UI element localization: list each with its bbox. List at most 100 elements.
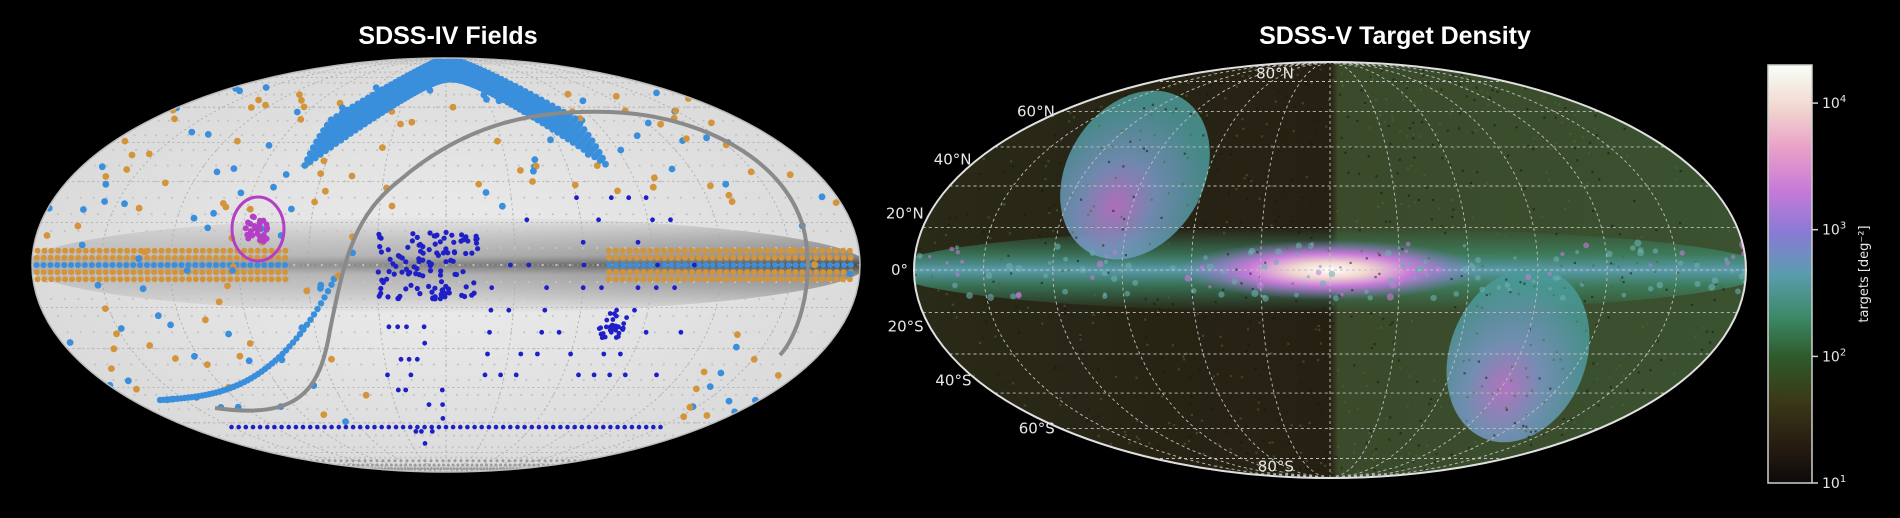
density-pixel — [1425, 186, 1428, 189]
density-pixel — [1607, 152, 1610, 155]
field-marker — [392, 331, 395, 334]
field-marker — [722, 276, 729, 283]
field-marker — [408, 372, 414, 378]
field-marker — [622, 424, 627, 430]
field-marker — [530, 456, 534, 459]
density-pixel — [1059, 138, 1062, 141]
density-pixel — [948, 216, 951, 219]
density-pixel — [1677, 271, 1680, 275]
field-marker — [66, 196, 69, 199]
field-marker — [675, 269, 682, 276]
field-marker — [546, 71, 549, 74]
field-marker — [77, 229, 80, 233]
density-pixel — [1043, 273, 1049, 279]
field-marker — [568, 351, 573, 357]
field-marker — [632, 434, 635, 437]
field-marker — [792, 314, 795, 317]
field-marker — [498, 134, 501, 137]
field-marker — [114, 246, 117, 250]
field-marker — [659, 314, 662, 317]
field-marker — [296, 91, 303, 98]
field-marker — [340, 446, 343, 449]
field-marker — [593, 434, 596, 437]
field-marker — [137, 276, 144, 283]
field-marker — [647, 254, 654, 261]
density-pixel — [1668, 242, 1671, 245]
field-marker — [771, 196, 774, 199]
field-marker — [299, 363, 302, 366]
field-marker — [320, 446, 323, 449]
field-marker — [777, 148, 780, 152]
field-marker — [661, 254, 668, 261]
field-marker — [433, 148, 436, 152]
density-pixel — [1301, 102, 1304, 105]
field-marker — [443, 246, 449, 252]
field-marker — [204, 314, 207, 317]
field-marker — [613, 408, 616, 411]
density-pixel — [952, 282, 958, 289]
field-marker — [268, 262, 275, 268]
field-marker — [118, 363, 121, 366]
field-marker — [396, 62, 399, 65]
density-pixel — [1245, 296, 1248, 299]
field-marker — [450, 456, 453, 459]
field-marker — [419, 467, 423, 471]
field-marker — [674, 148, 677, 152]
field-marker — [123, 254, 130, 261]
density-pixel — [1461, 169, 1464, 172]
field-marker — [784, 196, 787, 199]
field-marker — [543, 81, 546, 84]
density-pixel — [967, 251, 970, 254]
field-marker — [379, 278, 386, 284]
density-pixel — [1384, 249, 1392, 257]
field-marker — [626, 164, 629, 167]
field-marker — [651, 174, 658, 182]
field-marker — [601, 424, 606, 430]
field-marker — [250, 424, 256, 430]
density-pixel — [1230, 375, 1233, 378]
density-pixel — [1583, 242, 1590, 249]
field-marker — [571, 148, 574, 152]
density-pixel — [1619, 364, 1622, 367]
field-marker — [702, 276, 709, 283]
density-pixel — [1092, 205, 1095, 208]
field-marker — [692, 262, 697, 268]
field-marker — [495, 347, 498, 350]
field-marker — [191, 352, 198, 360]
field-marker — [40, 254, 47, 261]
density-pixel — [1080, 198, 1083, 201]
field-marker — [771, 276, 778, 283]
field-marker — [421, 434, 424, 437]
field-marker — [541, 393, 544, 396]
field-marker — [552, 421, 555, 424]
field-marker — [649, 393, 652, 396]
field-marker — [477, 459, 481, 463]
density-pixel — [1386, 293, 1394, 301]
density-pixel — [1401, 248, 1404, 251]
field-marker — [819, 276, 826, 283]
field-marker — [524, 119, 527, 122]
density-pixel — [1216, 373, 1219, 376]
density-pixel — [1182, 183, 1185, 186]
field-marker — [392, 196, 395, 199]
field-marker — [139, 285, 147, 293]
field-marker — [826, 254, 833, 261]
density-pixel — [1273, 259, 1279, 265]
density-pixel — [965, 213, 968, 216]
field-marker — [621, 81, 625, 84]
field-marker — [218, 434, 221, 437]
field-marker — [288, 331, 291, 334]
field-marker — [556, 81, 559, 84]
field-marker — [296, 408, 299, 411]
density-pixel — [1637, 249, 1645, 257]
field-marker — [785, 229, 788, 233]
field-marker — [552, 393, 555, 396]
field-marker — [413, 271, 419, 277]
field-marker — [249, 93, 252, 96]
field-marker — [397, 120, 404, 128]
field-marker — [183, 280, 186, 284]
field-marker — [233, 434, 236, 437]
field-marker — [418, 331, 421, 334]
density-pixel — [1473, 99, 1476, 102]
field-marker — [206, 262, 213, 268]
